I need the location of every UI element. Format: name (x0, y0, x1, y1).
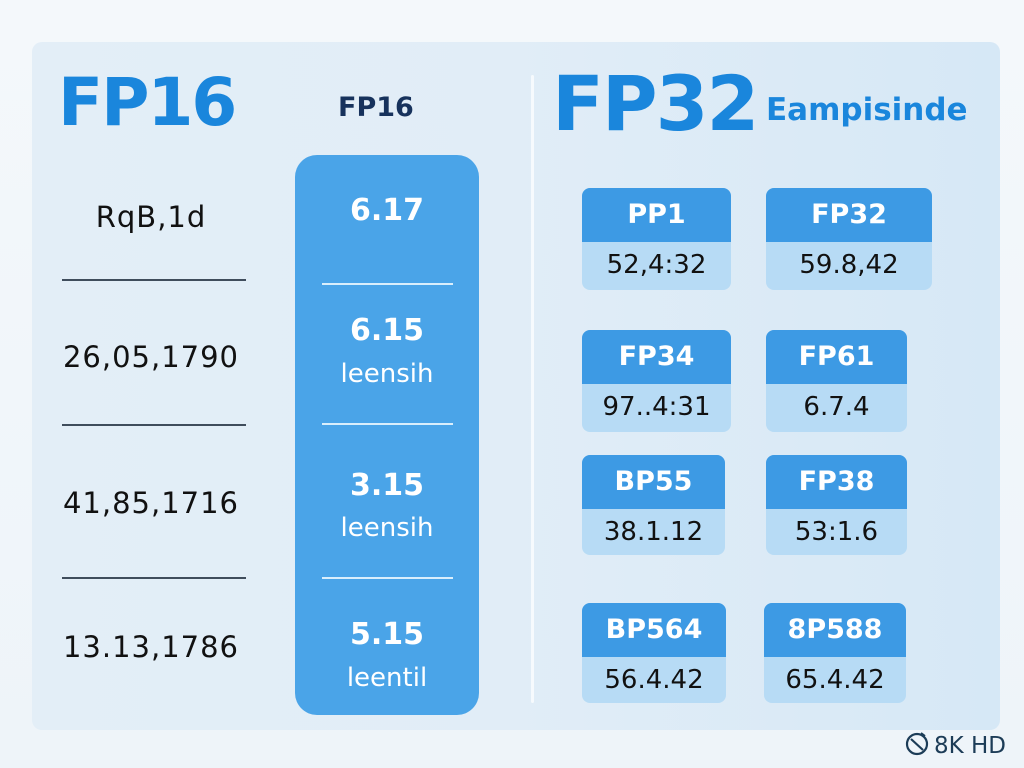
row-label: 13.13,1786 (62, 630, 240, 664)
metric-card: PP1 52,4:32 (582, 188, 731, 290)
column-value: 5.15 (349, 617, 425, 652)
metric-card: FP34 97..4:31 (582, 330, 731, 432)
fp16-column-header: FP16 (338, 92, 414, 123)
column-sublabel: leensih (340, 513, 434, 543)
fp16-value-column: 6.17 6.15 leensih 3.15 leensih 5.15 leen… (295, 155, 479, 715)
row-label: RqB,1d (95, 200, 207, 234)
card-value: 56.4.42 (604, 665, 704, 695)
row-separator (62, 279, 246, 281)
watermark: 8K HD (904, 730, 1006, 762)
metric-card: FP61 6.7.4 (766, 330, 907, 432)
row-label: 41,85,1716 (62, 486, 240, 520)
section-divider (531, 75, 534, 703)
column-separator (322, 423, 453, 425)
column-sublabel: leentil (346, 663, 428, 693)
card-label: FP34 (582, 330, 731, 384)
card-label: FP61 (766, 330, 907, 384)
column-sublabel: leensih (340, 359, 434, 389)
metric-card: BP564 56.4.42 (582, 603, 726, 703)
column-separator (322, 577, 453, 579)
column-value: 3.15 (349, 468, 425, 503)
row-separator (62, 424, 246, 426)
card-label: PP1 (582, 188, 731, 242)
column-value: 6.17 (349, 193, 425, 228)
card-label: BP564 (582, 603, 726, 657)
card-label: FP32 (766, 188, 932, 242)
metric-card: FP38 53:1.6 (766, 455, 907, 555)
column-separator (322, 283, 453, 285)
metric-card: FP32 59.8,42 (766, 188, 932, 290)
card-label: FP38 (766, 455, 907, 509)
card-value: 53:1.6 (794, 517, 879, 547)
metric-card: 8P588 65.4.42 (764, 603, 906, 703)
watermark-text: 8K HD (933, 733, 1006, 759)
card-value: 6.7.4 (803, 392, 870, 422)
card-value: 52,4:32 (606, 250, 707, 280)
row-separator (62, 577, 246, 579)
camera-lens-icon (904, 730, 930, 762)
card-value: 38.1.12 (603, 517, 704, 547)
card-value: 65.4.42 (785, 665, 885, 695)
card-value: 97..4:31 (602, 392, 711, 422)
metric-card: BP55 38.1.12 (582, 455, 725, 555)
card-value: 59.8,42 (799, 250, 899, 280)
row-label: 26,05,1790 (62, 340, 240, 374)
card-label: BP55 (582, 455, 725, 509)
card-label: 8P588 (764, 603, 906, 657)
fp16-title: FP16 (58, 64, 237, 141)
column-value: 6.15 (349, 313, 425, 348)
fp32-subtitle: Eampisinde (766, 92, 968, 128)
fp32-title: FP32 (552, 59, 759, 148)
